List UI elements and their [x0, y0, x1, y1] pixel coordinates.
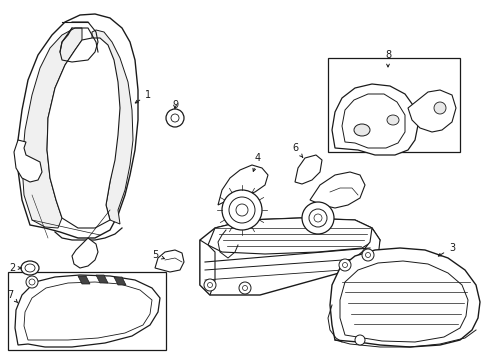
Polygon shape	[349, 228, 379, 275]
Polygon shape	[22, 28, 82, 228]
Ellipse shape	[386, 115, 398, 125]
Polygon shape	[92, 30, 133, 224]
Polygon shape	[329, 248, 479, 347]
Polygon shape	[47, 38, 120, 228]
Text: 2: 2	[9, 263, 21, 273]
Polygon shape	[72, 238, 98, 268]
Circle shape	[338, 259, 350, 271]
Circle shape	[354, 335, 364, 345]
Polygon shape	[207, 218, 374, 254]
Polygon shape	[407, 90, 455, 132]
Circle shape	[361, 249, 373, 261]
Polygon shape	[200, 218, 379, 295]
Text: 3: 3	[437, 243, 454, 256]
Polygon shape	[339, 261, 467, 342]
Polygon shape	[155, 250, 183, 272]
Polygon shape	[96, 275, 108, 283]
FancyBboxPatch shape	[327, 58, 459, 152]
Polygon shape	[218, 165, 267, 205]
Text: 9: 9	[172, 100, 178, 110]
Circle shape	[433, 102, 445, 114]
Text: 4: 4	[252, 153, 261, 171]
Polygon shape	[114, 277, 126, 285]
Text: 7: 7	[7, 290, 18, 303]
Polygon shape	[15, 275, 160, 347]
Polygon shape	[78, 276, 90, 284]
Polygon shape	[331, 84, 417, 155]
Circle shape	[222, 190, 262, 230]
Ellipse shape	[21, 261, 39, 275]
FancyBboxPatch shape	[8, 272, 165, 350]
Text: 5: 5	[152, 250, 164, 260]
Ellipse shape	[353, 124, 369, 136]
Text: 1: 1	[135, 90, 151, 103]
Circle shape	[26, 276, 38, 288]
Polygon shape	[14, 140, 42, 182]
Circle shape	[239, 282, 250, 294]
Polygon shape	[341, 94, 404, 148]
Text: 6: 6	[291, 143, 302, 157]
Text: 8: 8	[384, 50, 390, 67]
Polygon shape	[200, 240, 215, 295]
Polygon shape	[294, 155, 321, 184]
Polygon shape	[309, 172, 364, 208]
Polygon shape	[18, 14, 138, 238]
Circle shape	[165, 109, 183, 127]
Circle shape	[203, 279, 216, 291]
Polygon shape	[24, 282, 152, 340]
Circle shape	[302, 202, 333, 234]
